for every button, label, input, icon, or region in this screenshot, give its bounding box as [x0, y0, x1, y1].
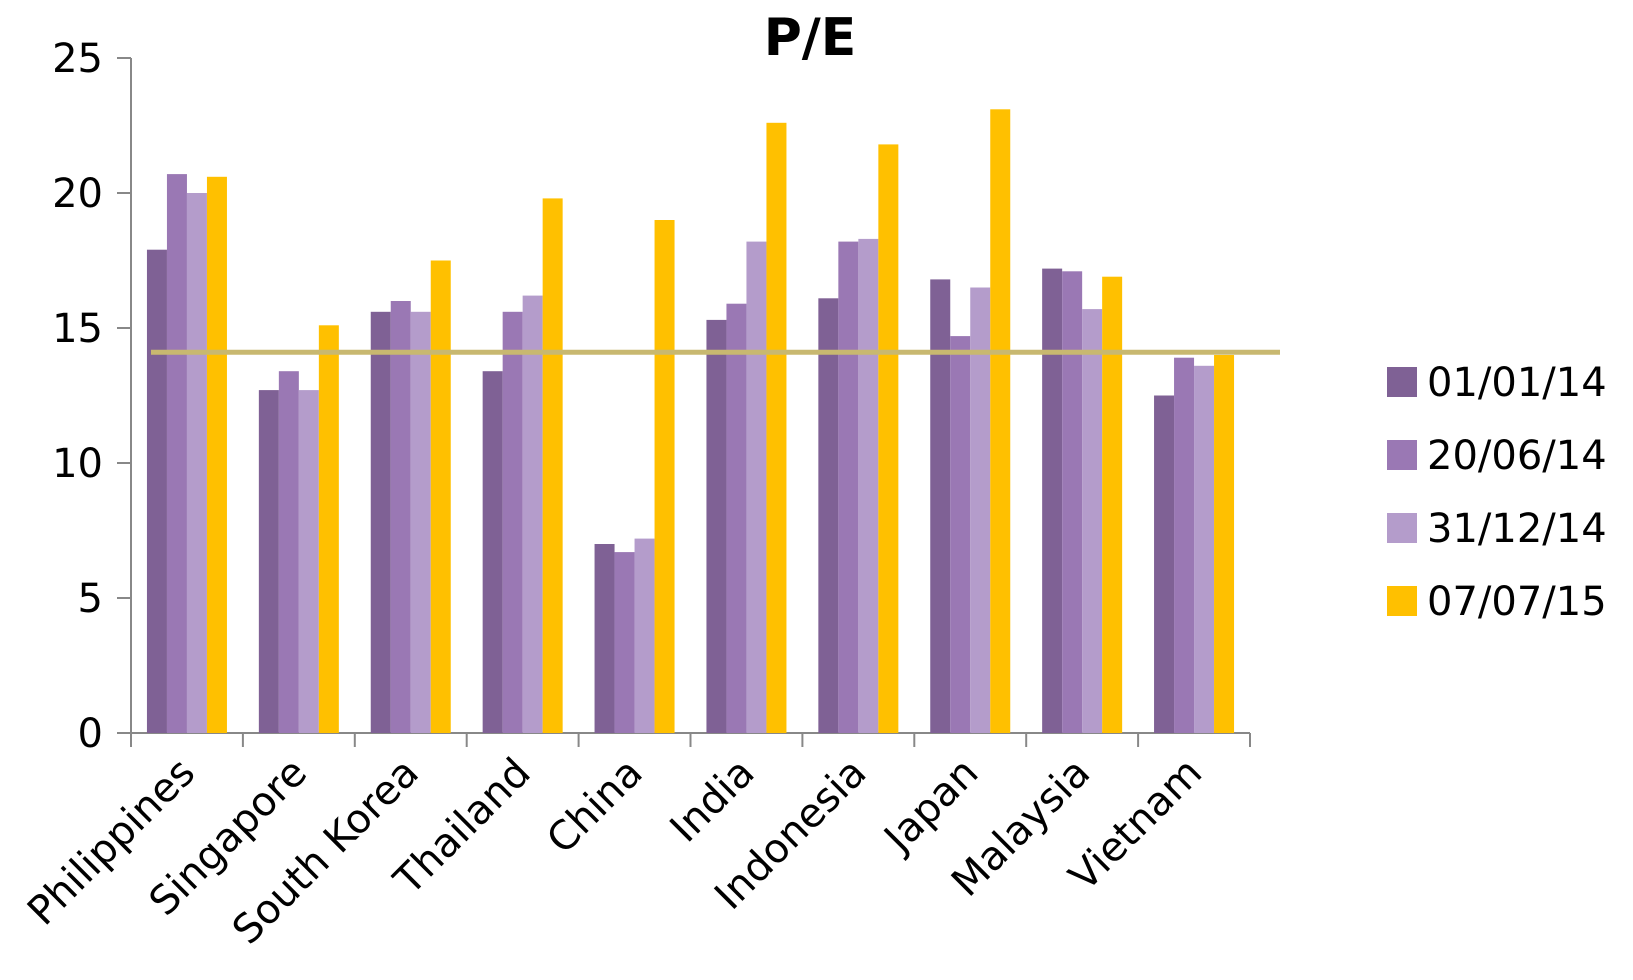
y-tick-label: 15	[52, 306, 103, 352]
bar	[410, 311, 431, 733]
bar	[430, 260, 451, 733]
y-tick-label: 25	[52, 36, 103, 82]
bar	[1102, 276, 1123, 733]
legend-label: 07/07/15	[1427, 579, 1607, 625]
bar	[258, 390, 279, 733]
bar	[186, 193, 207, 733]
chart-title: P/E	[764, 8, 857, 68]
bar	[838, 241, 859, 733]
bar	[522, 295, 543, 733]
bar	[206, 176, 227, 734]
legend-swatch	[1387, 513, 1417, 543]
bar	[726, 303, 747, 733]
legend-swatch	[1387, 440, 1417, 470]
legend-label: 01/01/14	[1427, 360, 1607, 406]
bar	[146, 249, 167, 733]
bar	[390, 301, 411, 733]
bar	[746, 241, 767, 733]
bar	[370, 311, 391, 733]
bar	[818, 298, 839, 733]
bar	[990, 109, 1011, 734]
bar	[1194, 365, 1215, 733]
bar	[298, 390, 319, 733]
bar	[1082, 309, 1103, 733]
y-tick-label: 10	[52, 441, 103, 487]
bar	[1062, 271, 1083, 733]
legend-label: 20/06/14	[1427, 433, 1607, 479]
legend-swatch	[1387, 586, 1417, 616]
bar	[766, 122, 787, 734]
bar	[1042, 268, 1063, 733]
bar	[1174, 357, 1195, 733]
bar	[1154, 395, 1175, 733]
bar	[970, 287, 991, 733]
bar	[482, 371, 503, 733]
legend-swatch	[1387, 367, 1417, 397]
bar	[858, 238, 879, 733]
bar	[950, 336, 971, 733]
x-tick-label: India	[662, 750, 764, 852]
bar	[930, 279, 951, 733]
bar	[166, 174, 187, 734]
bar	[318, 325, 339, 733]
bar	[654, 220, 675, 733]
bar	[1214, 355, 1235, 733]
bar	[706, 319, 727, 733]
bar	[634, 538, 655, 733]
legend: 01/01/14 20/06/14 31/12/14 07/07/15	[1387, 360, 1607, 625]
bar	[542, 198, 563, 733]
x-tick-label: China	[538, 750, 651, 863]
bar	[502, 311, 523, 733]
legend-label: 31/12/14	[1427, 506, 1607, 552]
bar	[278, 371, 299, 733]
bar	[614, 552, 635, 733]
bar	[594, 544, 615, 733]
bar	[878, 144, 899, 733]
y-tick-label: 20	[52, 171, 103, 217]
y-tick-label: 5	[78, 576, 103, 622]
y-tick-label: 0	[78, 711, 103, 757]
